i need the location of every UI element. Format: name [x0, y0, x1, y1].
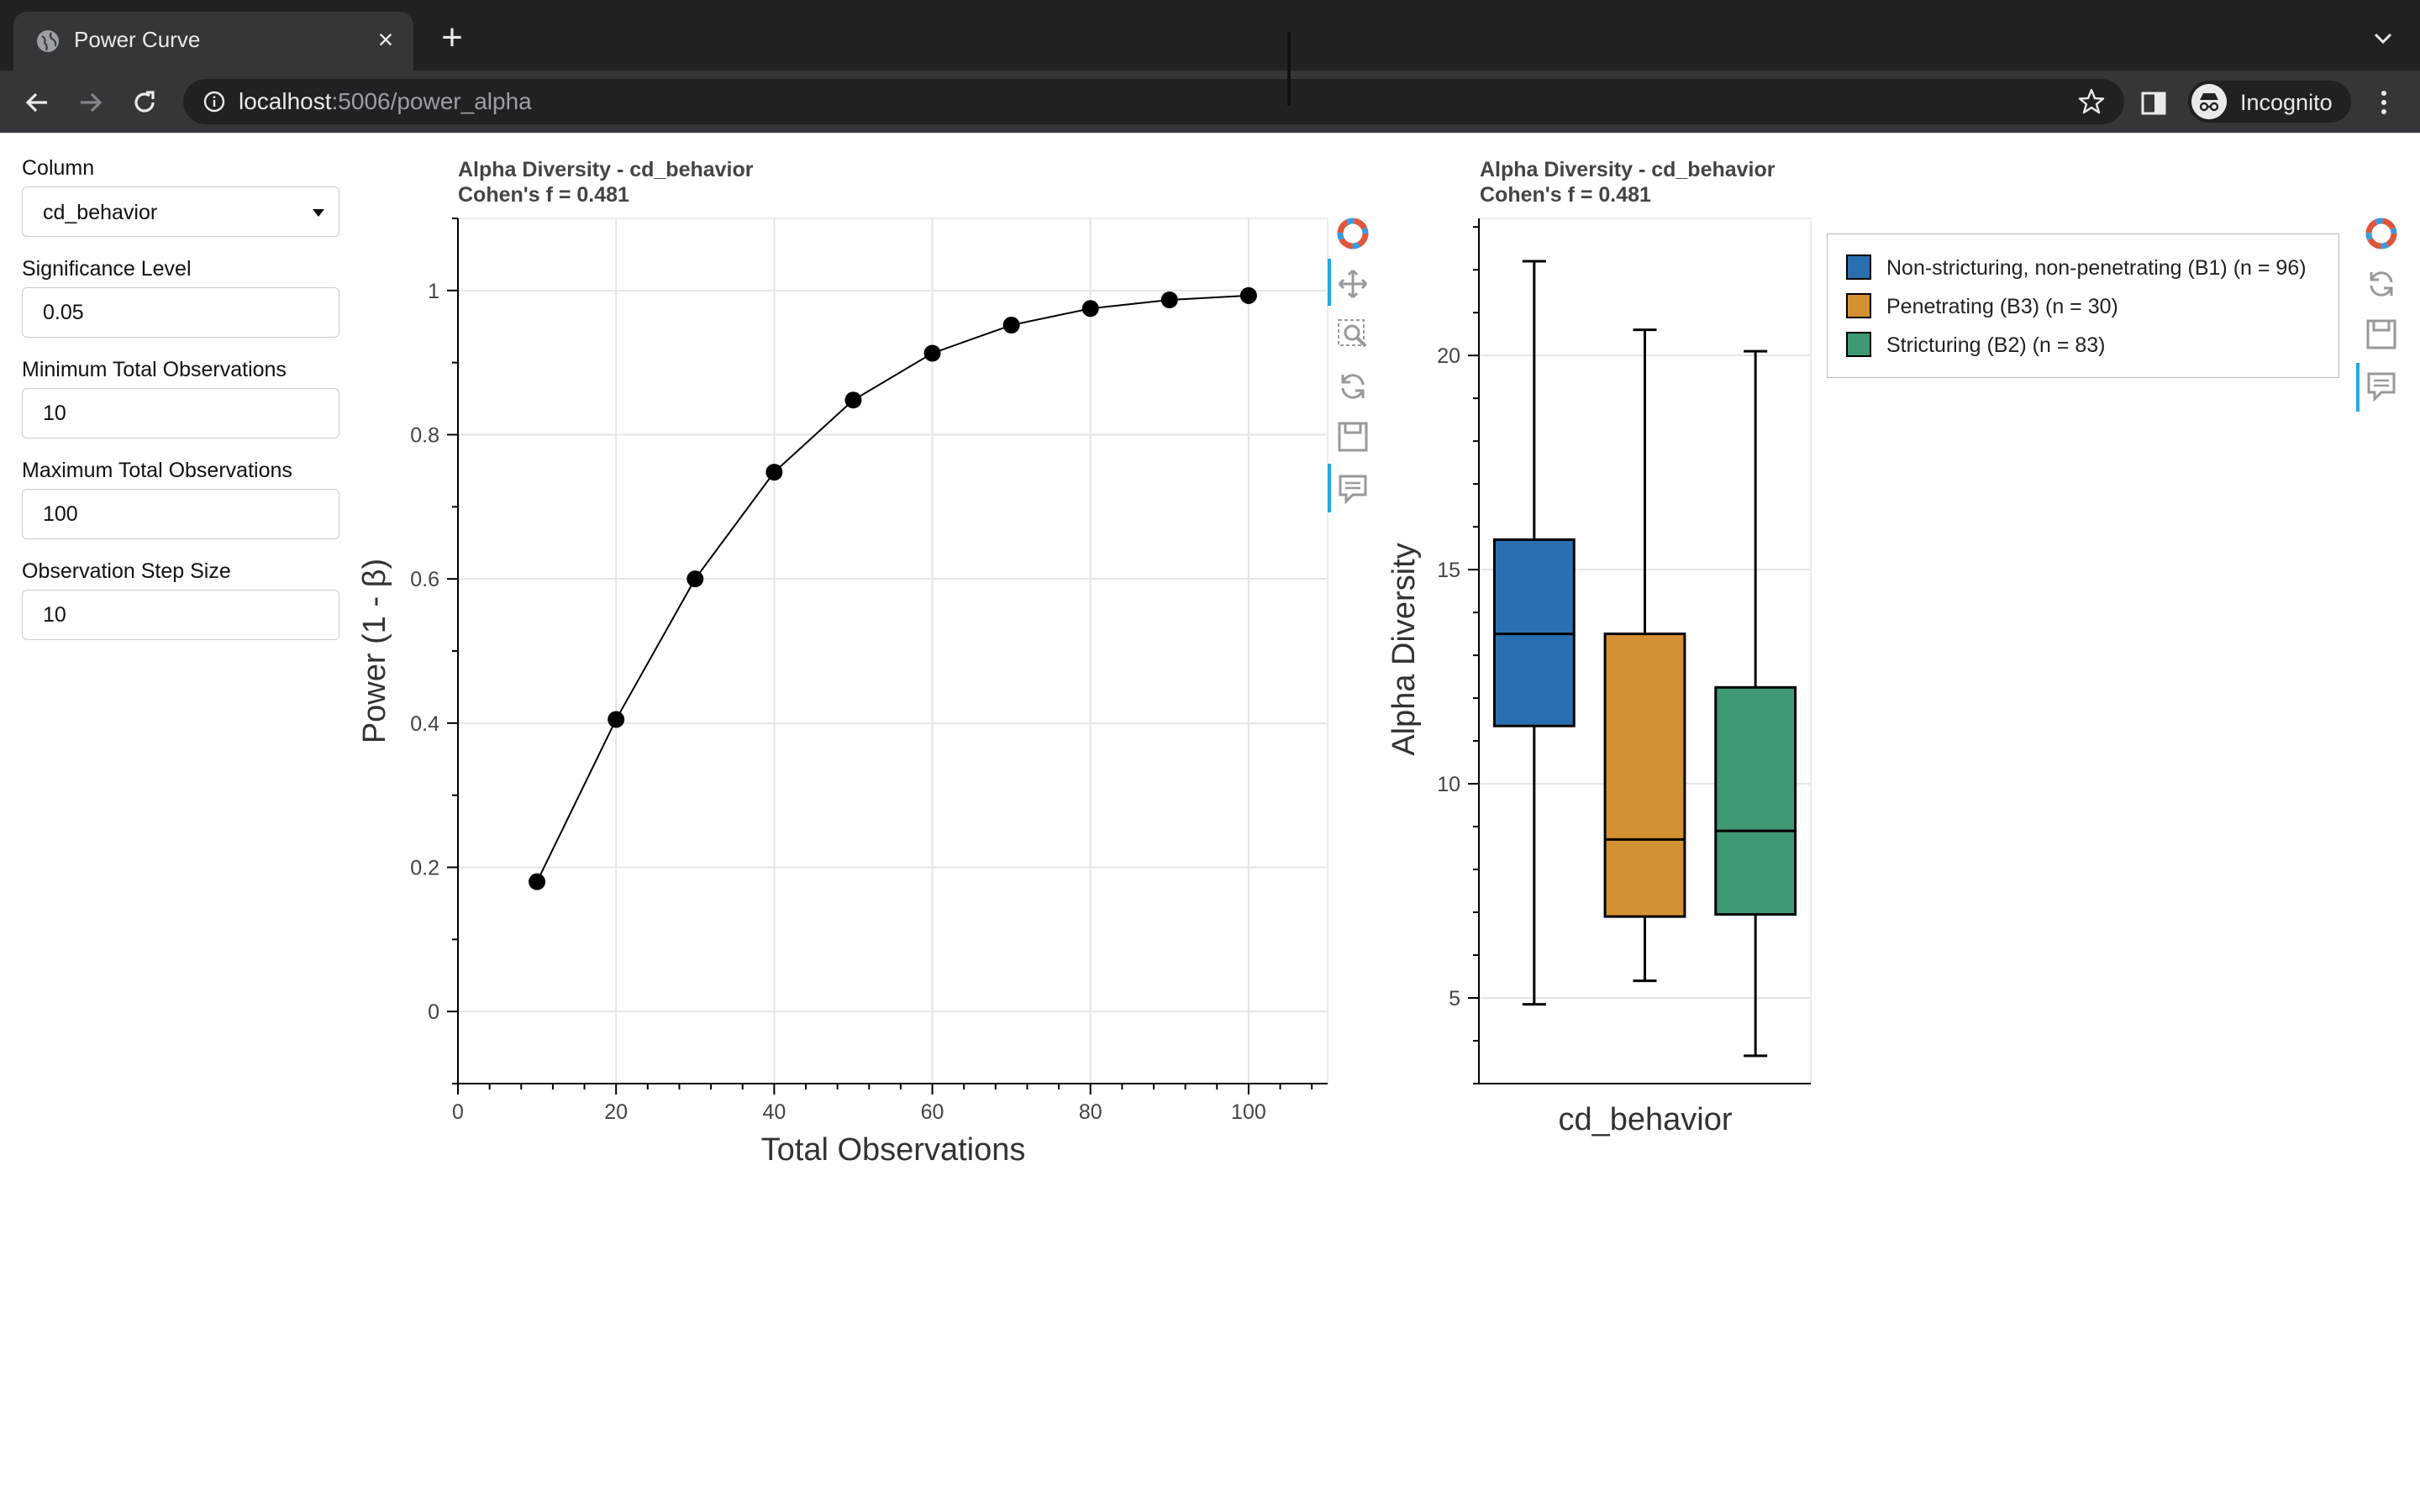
legend-label: Penetrating (B3) (n = 30) [1886, 295, 2118, 318]
browser-menu-icon[interactable] [2371, 87, 2396, 118]
power-plot-title: Alpha Diversity - cd_behavior Cohen's f … [458, 157, 754, 207]
pan-tool-icon[interactable] [1336, 267, 1370, 301]
address-bar[interactable]: localhost:5006/power_alpha [183, 79, 2124, 124]
box-plot-title: Alpha Diversity - cd_behavior Cohen's f … [1480, 157, 1776, 207]
box-group-3[interactable] [1714, 685, 1797, 916]
x-tick-label: 60 [921, 1100, 944, 1124]
forward-arrow-icon[interactable] [74, 86, 108, 119]
box-group-2[interactable] [1603, 633, 1686, 918]
max-observations-input[interactable] [22, 489, 339, 539]
legend-label: Stricturing (B2) (n = 83) [1886, 333, 2106, 357]
power-point[interactable] [1081, 300, 1099, 318]
legend-label: Non-stricturing, non-penetrating (B1) (n… [1886, 256, 2307, 280]
y-tick-label: 0.2 [410, 857, 439, 880]
max-observations-label: Maximum Total Observations [22, 459, 292, 482]
power-point[interactable] [765, 464, 783, 481]
y-tick-label: 1 [428, 280, 439, 303]
new-tab-button[interactable]: + [441, 17, 463, 58]
incognito-icon [2191, 84, 2227, 119]
x-tick-label: 100 [1231, 1100, 1266, 1124]
chevron-down-icon[interactable] [2368, 24, 2398, 54]
site-info-icon[interactable] [202, 89, 227, 114]
y-tick-label: 5 [1449, 987, 1460, 1011]
power-plot-title-line1: Alpha Diversity - cd_behavior [458, 158, 754, 181]
reload-icon[interactable] [128, 86, 161, 119]
y-tick-label: 20 [1437, 344, 1460, 368]
box-x-axis-label: cd_behavior [1558, 1102, 1732, 1137]
min-observations-label: Minimum Total Observations [22, 358, 287, 381]
legend-swatch [1846, 293, 1871, 318]
active-inspect-indicator [1328, 464, 1331, 512]
x-tick-label: 80 [1079, 1100, 1102, 1124]
browser-toolbar: localhost:5006/power_alpha Incognito [0, 71, 2420, 133]
box-plot-title-line1: Alpha Diversity - cd_behavior [1480, 158, 1776, 181]
y-tick-label: 0 [428, 1000, 439, 1024]
power-plot-title-line2: Cohen's f = 0.481 [458, 183, 629, 207]
caret-down-icon [313, 209, 324, 217]
incognito-label: Incognito [2240, 90, 2333, 115]
step-size-label: Observation Step Size [22, 559, 231, 583]
column-select[interactable]: cd_behavior [22, 186, 339, 237]
y-tick-label: 10 [1437, 773, 1460, 796]
bookmark-star-icon[interactable] [2077, 87, 2106, 116]
url-text: localhost:5006/power_alpha [239, 88, 532, 114]
bokeh-logo-icon-2[interactable] [2365, 217, 2398, 250]
step-size-input[interactable] [22, 590, 339, 640]
y-tick-label: 15 [1437, 559, 1460, 582]
significance-level-input[interactable] [22, 287, 339, 338]
box-active-inspect-indicator [2356, 363, 2360, 412]
x-tick-label: 0 [452, 1100, 464, 1124]
significance-level-label: Significance Level [22, 257, 192, 281]
power-point[interactable] [844, 391, 862, 409]
column-label: Column [22, 156, 95, 180]
globe-icon [37, 30, 59, 52]
box-y-axis-label: Alpha Diversity [1386, 543, 1422, 755]
column-select-value: cd_behavior [43, 201, 158, 224]
x-axis-label: Total Observations [761, 1132, 1026, 1168]
reset-tool-icon[interactable] [1336, 370, 1370, 403]
incognito-profile-button[interactable]: Incognito [2188, 81, 2351, 123]
hover-tool-icon[interactable] [1336, 472, 1370, 506]
legend-swatch [1846, 255, 1871, 280]
tab-title: Power Curve [74, 27, 201, 52]
power-point[interactable] [1002, 317, 1020, 334]
browser-tab[interactable]: Power Curve × [13, 12, 413, 71]
min-observations-input[interactable] [22, 388, 339, 438]
box-hover-tool-icon[interactable] [2365, 370, 2398, 403]
power-point[interactable] [1239, 286, 1257, 304]
power-point[interactable] [608, 711, 625, 728]
y-tick-label: 0.8 [410, 424, 439, 448]
side-panel-icon[interactable] [2139, 89, 2168, 118]
y-axis-label: Power (1 - β) [357, 559, 392, 743]
box-reset-tool-icon[interactable] [2365, 267, 2398, 301]
text-cursor [1287, 32, 1291, 106]
y-tick-label: 0.6 [410, 568, 439, 591]
close-tab-icon[interactable]: × [377, 24, 394, 55]
browser-tab-strip: Power Curve × + [0, 0, 2420, 71]
power-point[interactable] [529, 873, 546, 890]
active-tool-indicator [1328, 259, 1331, 306]
legend-swatch [1846, 332, 1871, 357]
box-zoom-tool-icon[interactable] [1336, 318, 1370, 351]
y-tick-label: 0.4 [410, 712, 439, 736]
box-save-tool-icon[interactable] [2365, 318, 2398, 351]
save-tool-icon[interactable] [1336, 420, 1370, 454]
power-point[interactable] [687, 570, 704, 588]
back-arrow-icon[interactable] [20, 86, 54, 119]
box-plot-legend: Non-stricturing, non-penetrating (B1) (n… [1827, 234, 2339, 378]
bokeh-logo-icon[interactable] [1336, 217, 1370, 250]
box-plot-title-line2: Cohen's f = 0.481 [1480, 183, 1651, 207]
power-point[interactable] [923, 344, 941, 362]
power-point[interactable] [1160, 291, 1178, 308]
power-curve-line [536, 294, 1249, 883]
x-tick-label: 20 [604, 1100, 628, 1124]
power-curve-chart[interactable]: 0 20 40 60 80 100 0 0.2 0.4 0.6 0.8 1 Total Observa… [0, 0, 1344, 1193]
x-tick-label: 40 [762, 1100, 786, 1124]
